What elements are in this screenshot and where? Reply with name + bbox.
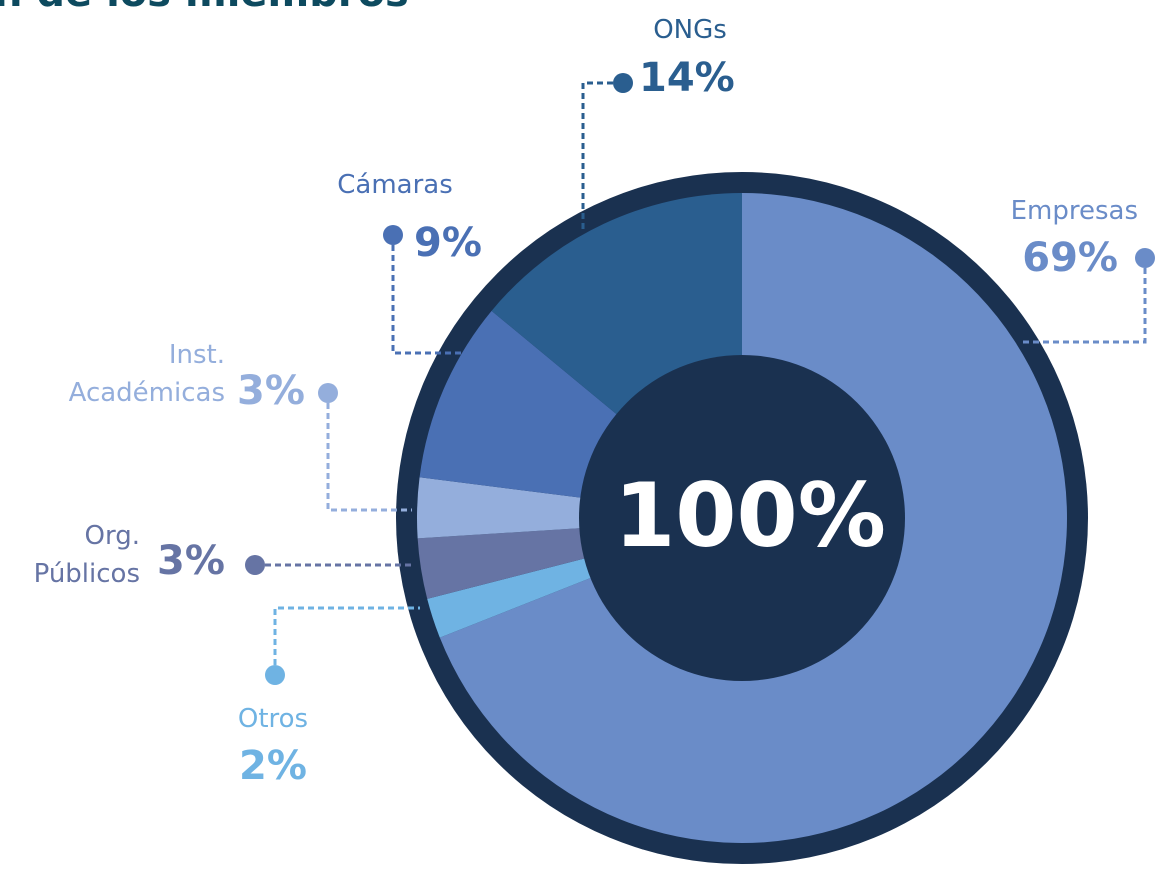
category-label: Empresas [1010,196,1138,226]
leader-line [326,393,412,512]
category-label: Otros [237,704,309,734]
value-label: 14% [639,55,735,101]
leader-line [273,606,420,675]
category-label: Org. Públicos [33,521,140,589]
chart-title: n de los miembros [0,0,409,16]
leader-line [581,81,623,233]
value-label: 2% [239,743,307,789]
leader-dot [245,555,265,575]
category-label: ONGs [653,15,727,45]
category-label: Inst. Académicas [68,340,225,408]
leader-dot [265,665,285,685]
leader-dot [383,225,403,245]
category-label: Cámaras [337,170,453,200]
value-label: 69% [1022,235,1118,281]
leader-line [1020,258,1147,344]
value-label: 3% [157,538,225,584]
leaders [245,73,1155,685]
donut-hole [579,355,905,681]
value-label: 9% [414,220,482,266]
value-label: 3% [237,368,305,414]
leader-dot [1135,248,1155,268]
leader-dot [318,383,338,403]
leader-dot [613,73,633,93]
leader-line [391,235,462,355]
center-label: 100% [614,464,886,567]
